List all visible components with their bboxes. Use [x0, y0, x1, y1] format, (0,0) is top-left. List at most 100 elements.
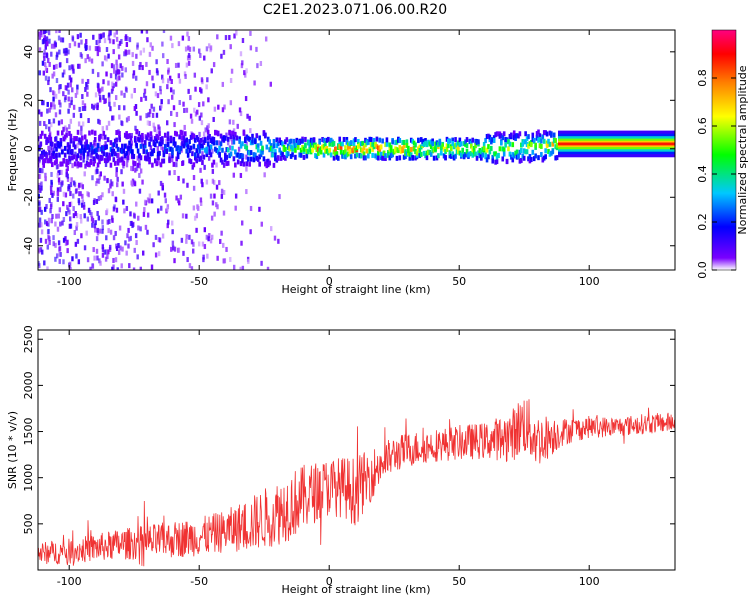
- noise-cell: [200, 178, 203, 184]
- band-cell: [449, 153, 453, 159]
- band-cell: [289, 153, 293, 159]
- band-cell: [524, 139, 527, 145]
- noise-cell: [50, 122, 53, 128]
- band-cell: [305, 153, 309, 159]
- band-cell: [125, 131, 128, 137]
- band-cell: [522, 155, 526, 161]
- noise-cell: [193, 107, 196, 113]
- noise-cell: [58, 99, 61, 105]
- noise-cell: [152, 106, 156, 112]
- band-cell: [40, 130, 44, 136]
- band-cell: [319, 149, 323, 155]
- noise-cell: [154, 91, 158, 97]
- noise-cell: [47, 217, 51, 223]
- noise-cell: [66, 176, 70, 182]
- noise-cell: [81, 199, 85, 205]
- band-cell: [121, 148, 124, 154]
- band-cell: [357, 138, 360, 144]
- noise-cell: [55, 136, 58, 142]
- noise-cell: [65, 47, 68, 53]
- band-cell: [528, 141, 532, 147]
- x-tick-label: 0: [326, 575, 333, 588]
- noise-cell: [59, 37, 63, 43]
- band-cell: [431, 148, 434, 154]
- noise-cell: [166, 84, 169, 90]
- band-cell: [517, 133, 520, 139]
- band-cell: [133, 137, 137, 143]
- noise-cell: [43, 206, 47, 212]
- band-cell: [161, 158, 164, 164]
- band-cell: [477, 139, 480, 145]
- noise-cell: [187, 88, 190, 94]
- band-cell: [235, 152, 239, 158]
- noise-cell: [67, 186, 70, 192]
- noise-cell: [182, 101, 185, 107]
- noise-cell: [222, 242, 225, 248]
- x-tick-label: 100: [579, 575, 600, 588]
- band-cell: [49, 156, 53, 162]
- noise-cell: [40, 181, 43, 187]
- noise-cell: [131, 52, 134, 58]
- noise-cell: [217, 104, 220, 110]
- noise-cell: [112, 83, 115, 89]
- band-cell: [547, 141, 550, 147]
- noise-cell: [163, 192, 167, 198]
- band-cell: [505, 137, 509, 143]
- noise-cell: [77, 200, 81, 206]
- noise-cell: [47, 57, 50, 63]
- noise-cell: [50, 171, 53, 177]
- band-cell: [255, 133, 259, 139]
- band-cell: [421, 138, 424, 144]
- noise-cell: [212, 62, 216, 68]
- noise-cell: [133, 247, 136, 253]
- band-cell: [329, 137, 333, 143]
- band-cell: [93, 148, 97, 154]
- noise-cell: [123, 51, 126, 57]
- y-tick-label: 2000: [22, 371, 35, 399]
- band-cell: [520, 148, 523, 154]
- band-cell: [175, 156, 179, 162]
- noise-cell: [139, 50, 142, 56]
- band-cell: [59, 141, 63, 147]
- band-cell: [501, 135, 505, 141]
- band-cell: [537, 155, 540, 161]
- noise-cell: [202, 254, 205, 260]
- band-cell: [258, 161, 261, 167]
- band-cell: [311, 147, 314, 153]
- band-cell: [122, 160, 126, 166]
- noise-cell: [229, 256, 232, 262]
- band-cell: [53, 153, 57, 159]
- noise-cell: [96, 178, 99, 184]
- band-cell: [302, 146, 306, 152]
- band-cell: [417, 137, 420, 143]
- noise-cell: [91, 263, 95, 269]
- band-cell: [51, 141, 54, 147]
- noise-cell: [115, 171, 118, 177]
- band-cell: [512, 135, 516, 141]
- band-cell: [379, 155, 383, 161]
- band-cell: [95, 153, 98, 159]
- band-cell: [462, 154, 466, 160]
- noise-cell: [130, 165, 133, 171]
- noise-cell: [222, 49, 226, 55]
- noise-cell: [101, 247, 105, 253]
- noise-cell: [255, 46, 258, 52]
- noise-cell: [209, 45, 213, 51]
- band-cell: [149, 131, 153, 137]
- noise-cell: [116, 76, 119, 82]
- band-cell: [518, 149, 522, 155]
- noise-cell: [136, 155, 139, 161]
- band-cell: [88, 162, 91, 168]
- band-cell: [520, 157, 523, 163]
- band-cell: [81, 135, 84, 141]
- noise-cell: [94, 103, 97, 109]
- noise-cell: [120, 90, 123, 96]
- band-cell: [532, 156, 536, 162]
- noise-cell: [133, 106, 137, 112]
- band-cell: [444, 155, 447, 161]
- band-cell: [71, 155, 74, 161]
- band-cell: [249, 140, 253, 146]
- noise-cell: [96, 210, 99, 216]
- band-cell: [435, 140, 439, 146]
- noise-cell: [185, 238, 188, 244]
